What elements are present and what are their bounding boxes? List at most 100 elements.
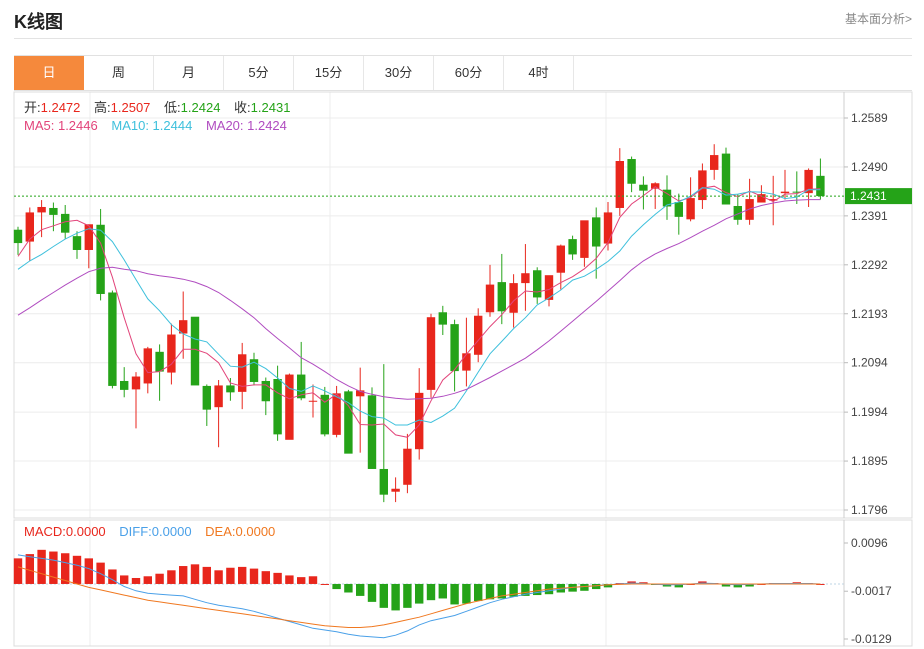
candle[interactable]	[639, 184, 648, 191]
macd-bar	[592, 583, 601, 590]
macd-bar	[108, 569, 117, 584]
candle[interactable]	[308, 400, 318, 402]
candle[interactable]	[391, 488, 400, 492]
candle[interactable]	[426, 317, 436, 390]
candle[interactable]	[332, 393, 341, 435]
diff-value: 0.0000	[152, 524, 192, 539]
candle[interactable]	[131, 376, 141, 390]
candle[interactable]	[674, 202, 683, 217]
candle[interactable]	[698, 170, 707, 201]
candle[interactable]	[249, 359, 259, 382]
candle[interactable]	[415, 392, 424, 450]
candle[interactable]	[816, 175, 825, 197]
price-tick-label: 1.2292	[851, 258, 888, 272]
candle[interactable]	[356, 390, 365, 397]
tab-15min[interactable]: 15分	[294, 56, 364, 90]
candle[interactable]	[403, 448, 412, 485]
candle[interactable]	[108, 292, 117, 386]
candle[interactable]	[84, 224, 93, 250]
candle[interactable]	[13, 229, 23, 244]
candle[interactable]	[769, 199, 778, 201]
candle[interactable]	[544, 275, 554, 300]
candle[interactable]	[155, 351, 164, 372]
tab-60min[interactable]: 60分	[434, 56, 504, 90]
candle[interactable]	[367, 395, 377, 469]
candle[interactable]	[438, 312, 447, 325]
macd-bar	[202, 566, 211, 584]
candle[interactable]	[780, 191, 790, 194]
macd-bar	[721, 583, 731, 587]
macd-bar	[521, 583, 530, 596]
candle[interactable]	[25, 212, 34, 242]
candle[interactable]	[226, 385, 235, 393]
candle[interactable]	[190, 316, 200, 386]
macd-bar	[580, 583, 589, 591]
macd-bar	[37, 549, 46, 584]
candle[interactable]	[733, 205, 742, 220]
candle[interactable]	[273, 379, 282, 435]
candle[interactable]	[603, 212, 613, 244]
macd-bar	[13, 558, 23, 584]
candle[interactable]	[379, 468, 388, 495]
candle[interactable]	[120, 380, 129, 390]
candle[interactable]	[485, 284, 495, 313]
high-label: 高:	[94, 100, 111, 115]
tab-week[interactable]: 周	[84, 56, 154, 90]
candle[interactable]	[686, 198, 695, 220]
candle[interactable]	[627, 159, 636, 184]
candle[interactable]	[792, 191, 801, 193]
ma20-label: MA20:	[206, 118, 247, 133]
candle[interactable]	[615, 161, 624, 208]
candle[interactable]	[143, 348, 152, 384]
candle[interactable]	[96, 224, 105, 294]
candle[interactable]	[521, 273, 530, 284]
candle[interactable]	[462, 353, 471, 371]
macd-bar	[497, 583, 506, 599]
candle[interactable]	[662, 189, 672, 207]
candle[interactable]	[179, 320, 188, 334]
candle[interactable]	[592, 217, 601, 247]
candle[interactable]	[533, 270, 542, 298]
candle[interactable]	[450, 324, 459, 372]
candle[interactable]	[61, 213, 70, 233]
candle[interactable]	[261, 380, 270, 402]
macd-bar	[84, 558, 93, 584]
macd-bar	[603, 583, 613, 588]
candle[interactable]	[37, 206, 46, 213]
candle[interactable]	[297, 374, 306, 399]
tab-4hour[interactable]: 4时	[504, 56, 574, 90]
tab-5min[interactable]: 5分	[224, 56, 294, 90]
dea-label: DEA:	[205, 524, 235, 539]
candle[interactable]	[497, 282, 506, 312]
candle[interactable]	[804, 169, 813, 194]
ma5-label: MA5:	[24, 118, 58, 133]
candle[interactable]	[320, 394, 329, 435]
candle[interactable]	[757, 194, 766, 203]
candle[interactable]	[568, 239, 577, 255]
macd-bar	[179, 566, 188, 584]
candle[interactable]	[238, 354, 247, 392]
candle[interactable]	[721, 153, 731, 205]
low-label: 低:	[164, 100, 181, 115]
candle[interactable]	[580, 220, 589, 258]
candle[interactable]	[167, 334, 176, 373]
tab-day[interactable]: 日	[14, 56, 84, 90]
price-tick-label: 1.2193	[851, 307, 888, 321]
candle[interactable]	[556, 245, 565, 273]
candle[interactable]	[49, 207, 58, 215]
candle[interactable]	[474, 315, 483, 355]
candle[interactable]	[651, 183, 660, 189]
candle[interactable]	[72, 236, 82, 250]
candle[interactable]	[509, 283, 518, 313]
candle[interactable]	[202, 385, 211, 410]
tab-month[interactable]: 月	[154, 56, 224, 90]
candle[interactable]	[214, 385, 223, 408]
tab-30min[interactable]: 30分	[364, 56, 434, 90]
fundamental-analysis-link[interactable]: 基本面分析>	[844, 12, 912, 26]
macd-bar	[745, 583, 754, 587]
candle[interactable]	[344, 391, 353, 454]
macd-bar	[297, 577, 306, 584]
candle[interactable]	[285, 374, 294, 440]
candle[interactable]	[710, 155, 719, 170]
